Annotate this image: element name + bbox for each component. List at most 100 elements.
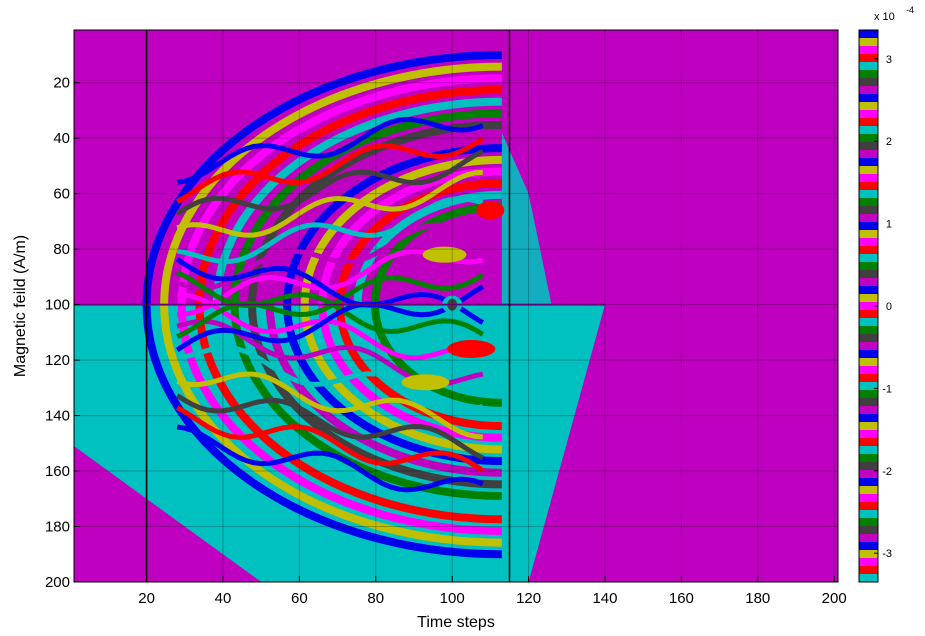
colorbar-cell <box>859 134 878 143</box>
colorbar-cell <box>859 550 878 559</box>
colorbar-cell <box>859 190 878 199</box>
colorbar-cell <box>859 326 878 335</box>
y-axis-label: Magnetic feild (A/m) <box>12 235 29 377</box>
colorbar-cell <box>859 398 878 407</box>
colorbar-cell <box>859 94 878 103</box>
y-tick-label: 60 <box>53 186 70 203</box>
x-tick-label: 60 <box>291 590 308 607</box>
colorbar-tick-label: 0 <box>886 301 892 313</box>
colorbar-cell <box>859 238 878 247</box>
colorbar-cell <box>859 230 878 239</box>
colorbar-cell <box>859 262 878 271</box>
red-blob <box>447 339 496 358</box>
colorbar-tick-label: 3 <box>886 54 892 66</box>
wave-band <box>175 149 484 216</box>
y-tick-label: 40 <box>53 130 70 147</box>
x-axis-ticks: 20 40 60 80 100 120 140 160 180 200 <box>138 576 847 607</box>
colorbar-tick-label: 1 <box>886 219 892 231</box>
colorbar-cell <box>859 510 878 519</box>
colorbar-cell <box>859 270 878 279</box>
wave-band <box>175 257 485 325</box>
colorbar-cell <box>859 126 878 135</box>
plot-area <box>73 29 839 583</box>
colorbar-cell <box>859 454 878 463</box>
colorbar-cell <box>859 318 878 327</box>
colorbar-multiplier: x 10 <box>874 11 895 23</box>
wave-band <box>177 292 484 361</box>
y-tick-label: 20 <box>53 75 70 92</box>
colorbar-cell <box>859 246 878 255</box>
colorbar-cell <box>859 206 878 215</box>
colorbar-cell <box>859 70 878 79</box>
colorbar-cell <box>859 30 878 39</box>
x-tick-label: 160 <box>669 590 694 607</box>
y-tick-label: 120 <box>45 352 70 369</box>
colorbar-cell <box>859 150 878 159</box>
colorbar-tick-label: -1 <box>882 383 892 395</box>
colorbar-tick-label: 2 <box>886 136 892 148</box>
wave-band <box>176 169 483 238</box>
wave-band <box>176 222 484 291</box>
colorbar-exponent: -4 <box>906 5 914 15</box>
colorbar-cell <box>859 62 878 71</box>
colorbar-tick-label: -3 <box>882 548 892 560</box>
wave-band <box>175 136 485 204</box>
wave-band <box>176 116 484 185</box>
colorbar-cell <box>859 462 878 471</box>
x-tick-label: 140 <box>592 590 617 607</box>
colorbar-cell <box>859 46 878 55</box>
x-tick-label: 80 <box>367 590 384 607</box>
yellow-blob <box>422 246 467 263</box>
colorbar-cell <box>859 382 878 391</box>
y-tick-label: 140 <box>45 408 70 425</box>
colorbar-cell <box>859 430 878 439</box>
colorbar-cell <box>859 142 878 151</box>
wave-band <box>175 393 484 461</box>
colorbar-cell <box>859 502 878 511</box>
colorbar-cell <box>859 558 878 567</box>
colorbar-tick-label: -2 <box>882 466 892 478</box>
right-wedge-region <box>501 132 552 541</box>
colorbar-cell <box>859 486 878 495</box>
colorbar-cell <box>859 414 878 423</box>
colorbar-cell <box>859 38 878 47</box>
colorbar-cell <box>859 438 878 447</box>
wave-band <box>175 405 485 473</box>
colorbar-cell <box>859 166 878 175</box>
colorbar-ticks: 3 2 1 0 -1 -2 -3 <box>874 54 892 560</box>
y-tick-label: 80 <box>53 241 70 258</box>
colorbar-cell <box>859 110 878 119</box>
colorbar-cell <box>859 358 878 367</box>
colorbar-cell <box>859 294 878 303</box>
x-tick-label: 200 <box>822 590 847 607</box>
x-tick-label: 40 <box>215 590 232 607</box>
colorbar-cell <box>859 182 878 191</box>
colorbar-cell <box>859 574 878 583</box>
colorbar-cell <box>859 158 878 167</box>
colorbar-cell <box>859 534 878 543</box>
colorbar-cell <box>859 310 878 319</box>
colorbar-cell <box>859 494 878 503</box>
y-tick-label: 160 <box>45 463 70 480</box>
colorbar-cell <box>859 446 878 455</box>
yellow-blob-lower <box>401 374 450 391</box>
red-blob-upper <box>476 201 505 220</box>
colorbar-cell <box>859 214 878 223</box>
plot-border <box>73 29 839 583</box>
colorbar-cell <box>859 86 878 95</box>
colorbar-cell <box>859 334 878 343</box>
colorbar-cell <box>859 78 878 87</box>
x-axis-label: Time steps <box>417 614 495 631</box>
colorbar-cell <box>859 198 878 207</box>
x-tick-label: 20 <box>138 590 155 607</box>
colorbar-cell <box>859 302 878 311</box>
colorbar-cell <box>859 222 878 231</box>
wave-band <box>175 284 485 353</box>
colorbar-cell <box>859 390 878 399</box>
colorbar-cell <box>859 374 878 383</box>
colorbar-cell <box>859 102 878 111</box>
wave-band <box>176 272 485 339</box>
wave-band <box>176 196 484 265</box>
x-tick-label: 180 <box>745 590 770 607</box>
